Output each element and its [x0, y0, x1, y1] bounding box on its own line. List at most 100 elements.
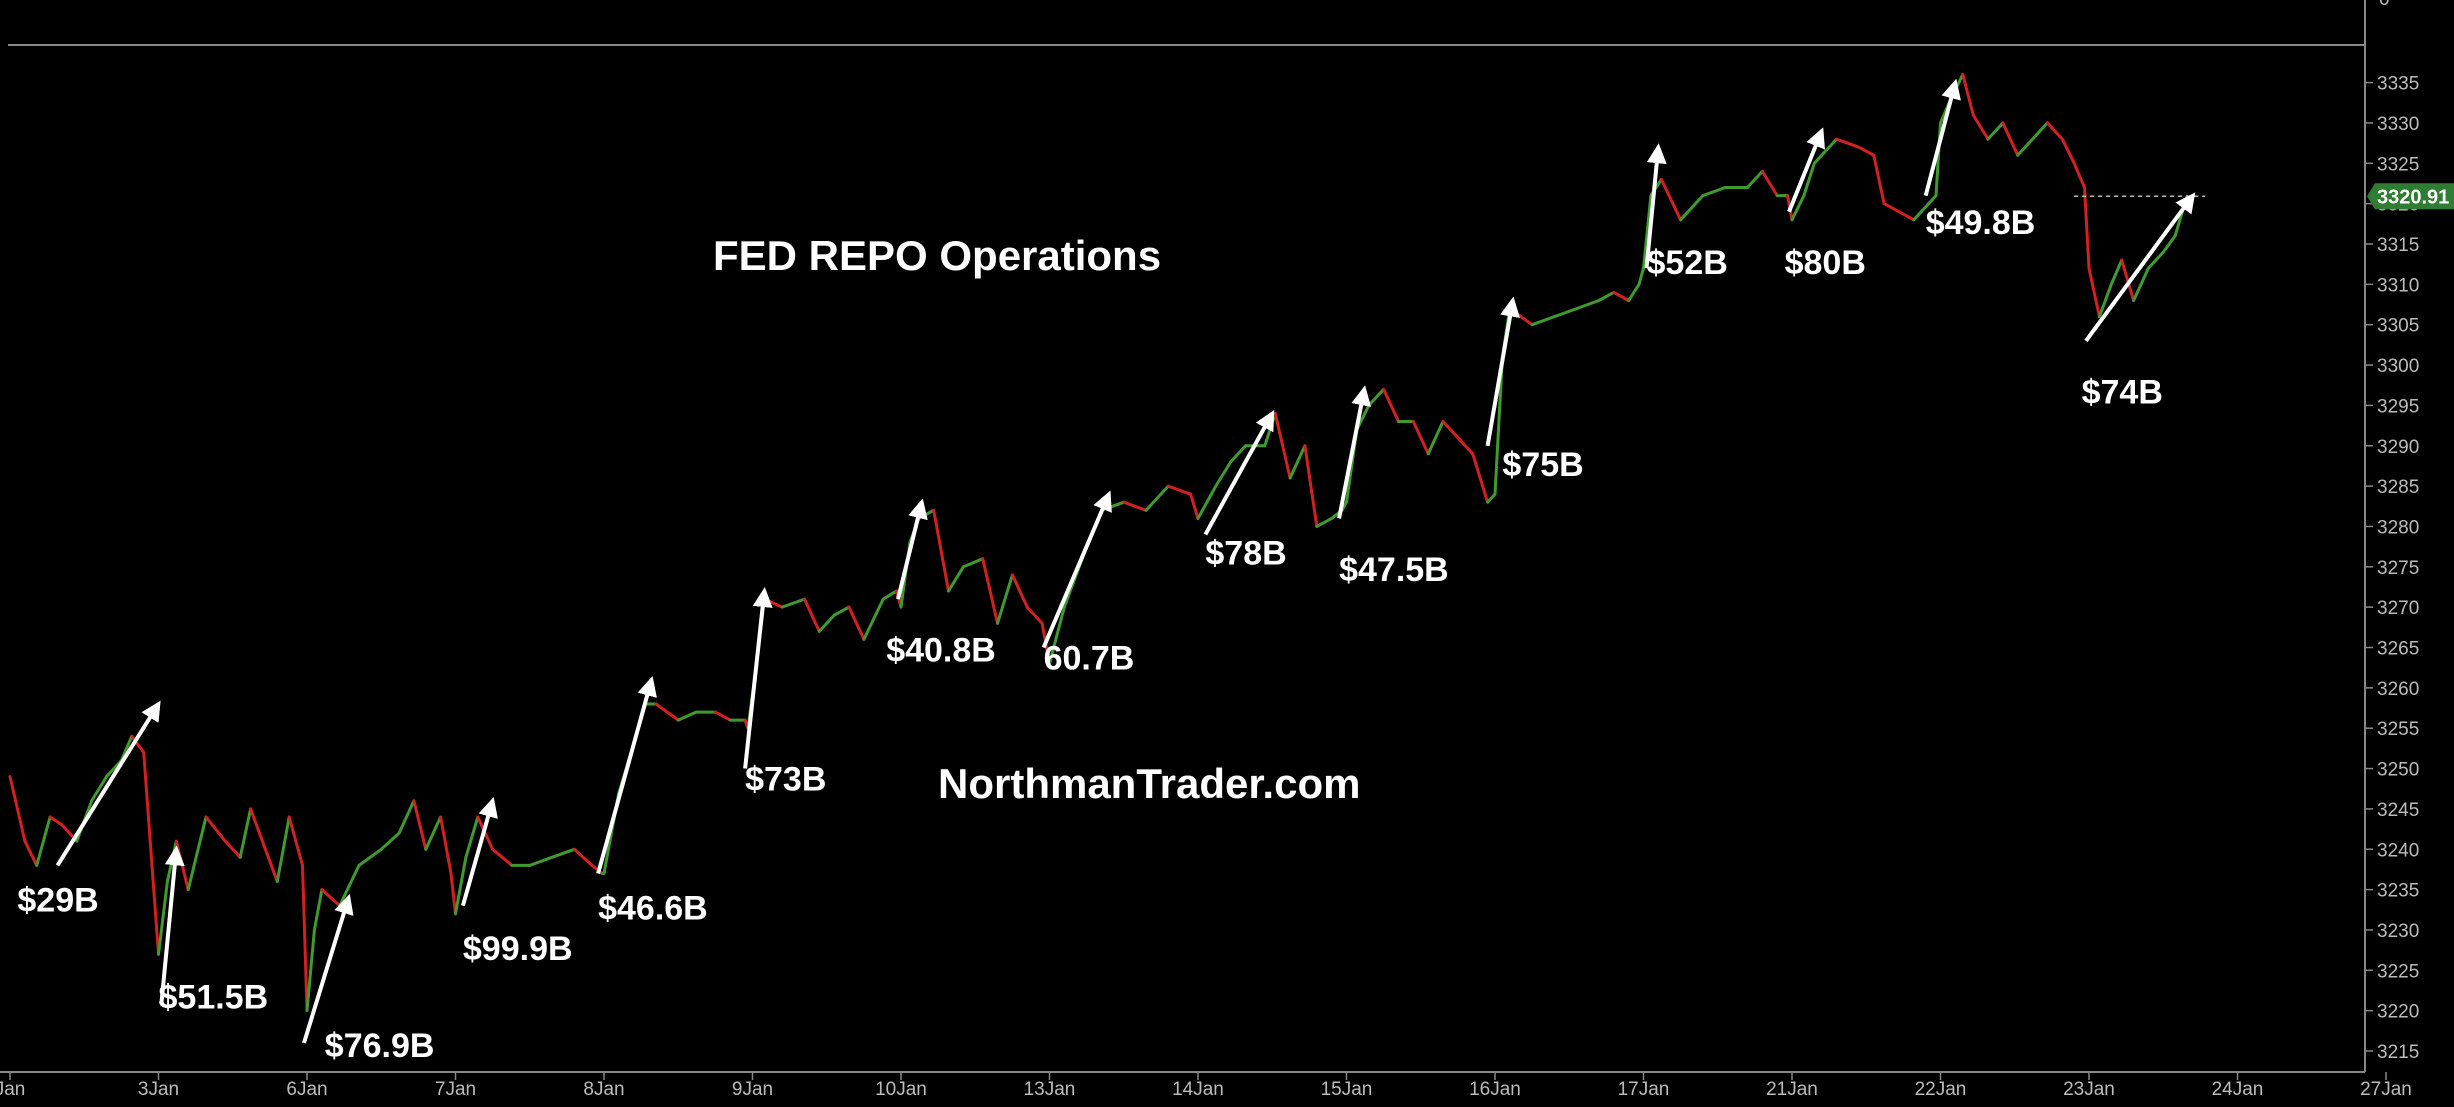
price-segment	[1897, 210, 1916, 222]
price-segment	[881, 589, 898, 601]
price-segment	[2031, 121, 2049, 141]
repo-arrow	[1923, 78, 1961, 197]
watermark: NorthmanTrader.com	[938, 760, 1360, 807]
price-segment	[491, 847, 514, 867]
price-segment	[780, 597, 806, 609]
price-segment	[1441, 420, 1460, 440]
price-segment	[287, 815, 304, 867]
price-segment	[1835, 137, 1861, 149]
price-segment	[1872, 153, 1886, 206]
y-tick-label: 3300	[2377, 356, 2419, 377]
price-segment	[1196, 484, 1218, 520]
x-tick-label: 27Jan	[2360, 1079, 2412, 1100]
y-tick-label: 3255	[2377, 719, 2419, 740]
price-segment	[1659, 177, 1683, 222]
price-segment	[1493, 355, 1504, 496]
price-segment	[2132, 266, 2150, 302]
price-segment	[1857, 145, 1876, 157]
y-tick-label: 3225	[2377, 961, 2419, 982]
last-price-tag: 3320.91	[2367, 183, 2454, 210]
price-segment	[1627, 282, 1641, 302]
price-segment	[275, 815, 291, 883]
price-segment	[1530, 315, 1556, 327]
price-segment	[1790, 194, 1806, 222]
repo-amount-label: $75B	[1502, 446, 1583, 484]
price-segment	[249, 807, 264, 843]
price-segment	[424, 815, 443, 851]
repo-arrow	[1041, 490, 1112, 649]
price-segment	[464, 815, 480, 859]
price-segment	[1961, 73, 1975, 117]
price-segment	[1642, 194, 1653, 270]
price-segment	[1426, 420, 1445, 456]
price-segment	[1612, 290, 1631, 302]
price-segment	[312, 888, 324, 932]
x-tick-label: Jan	[0, 1079, 25, 1100]
repo-arrow	[159, 845, 185, 1003]
y-tick-label: 3290	[2377, 437, 2419, 458]
price-segment	[8, 775, 27, 843]
price-segment	[676, 710, 698, 722]
price-segment	[48, 815, 64, 827]
y-tick-label: 3305	[2377, 316, 2419, 337]
repo-amount-label: $40.8B	[886, 632, 996, 670]
price-segment	[1367, 387, 1386, 407]
repo-arrow	[896, 498, 928, 600]
price-segment	[1303, 444, 1319, 528]
price-segment	[1812, 137, 1839, 165]
price-segment	[238, 807, 253, 859]
last-price-value: 3320.91	[2377, 186, 2449, 208]
price-segment	[1882, 202, 1901, 214]
price-segment	[961, 557, 985, 569]
x-tick-label: 14Jan	[1172, 1079, 1224, 1100]
x-tick-label: 7Jan	[435, 1079, 476, 1100]
y-tick-label: 3260	[2377, 679, 2419, 700]
repo-amount-label: $49.8B	[1926, 204, 2036, 242]
y-tick-label: 3285	[2377, 477, 2419, 498]
price-segment	[1760, 169, 1779, 198]
price-segment	[817, 613, 836, 633]
price-segment	[1382, 387, 1400, 423]
x-tick-label: 24Jan	[2212, 1079, 2264, 1100]
price-segment	[397, 799, 416, 835]
repo-arrow	[1787, 127, 1825, 213]
price-segment	[1701, 186, 1727, 198]
price-segment	[1745, 169, 1764, 189]
y-tick-label: 3270	[2377, 598, 2419, 619]
price-segment	[305, 928, 316, 1013]
price-segment	[1025, 605, 1044, 625]
y-tick-label: 3315	[2377, 235, 2419, 256]
x-tick-label: 23Jan	[2063, 1079, 2115, 1100]
price-segment	[862, 597, 885, 641]
price-segment	[2120, 258, 2136, 302]
repo-amount-label: $74B	[2082, 373, 2163, 411]
price-segment	[550, 847, 576, 859]
price-segment	[654, 702, 680, 722]
price-segment	[1411, 420, 1430, 456]
price-segment	[1315, 516, 1334, 528]
x-tick-label: 22Jan	[1915, 1079, 1967, 1100]
repo-arrow	[302, 893, 354, 1044]
x-tick-label: 6Jan	[286, 1079, 327, 1100]
price-segment	[1986, 121, 2005, 141]
price-segment	[832, 605, 851, 617]
price-segment	[2016, 137, 2035, 157]
price-segment	[847, 605, 866, 641]
x-tick-label: 13Jan	[1024, 1079, 1076, 1100]
price-segment	[1189, 492, 1200, 520]
y-tick-label-partial: 0	[2379, 0, 2390, 10]
price-segment	[2109, 258, 2124, 286]
repo-amount-label: $73B	[745, 761, 826, 799]
price-segment	[713, 710, 732, 722]
y-tick-label: 3215	[2377, 1042, 2419, 1063]
y-tick-label: 3220	[2377, 1002, 2419, 1023]
price-segment	[2072, 161, 2086, 189]
price-segment	[35, 815, 52, 867]
repo-arrow	[1203, 409, 1275, 536]
repo-arrow	[1485, 296, 1520, 447]
price-segment	[1229, 444, 1247, 464]
y-tick-label: 3240	[2377, 840, 2419, 861]
repo-arrow	[1337, 385, 1372, 519]
